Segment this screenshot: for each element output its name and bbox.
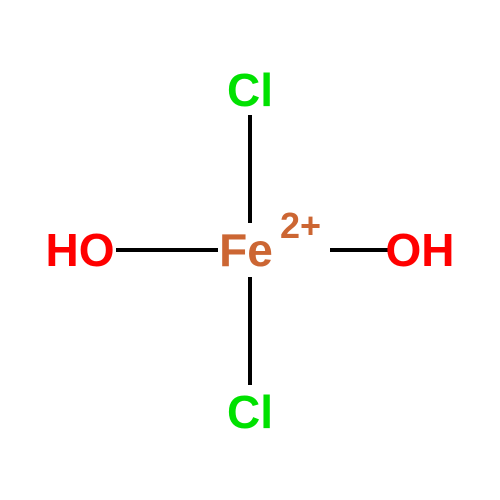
bond-left	[116, 248, 218, 252]
bond-top	[248, 115, 252, 223]
bond-right	[330, 248, 388, 252]
atom-fe: Fe	[219, 223, 273, 277]
bond-bottom	[248, 277, 252, 385]
charge-label: 2+	[280, 205, 321, 247]
atom-oh-right: OH	[386, 223, 455, 277]
atom-oh-left: HO	[46, 223, 115, 277]
atom-cl-bottom: Cl	[227, 385, 273, 439]
atom-cl-top: Cl	[227, 63, 273, 117]
